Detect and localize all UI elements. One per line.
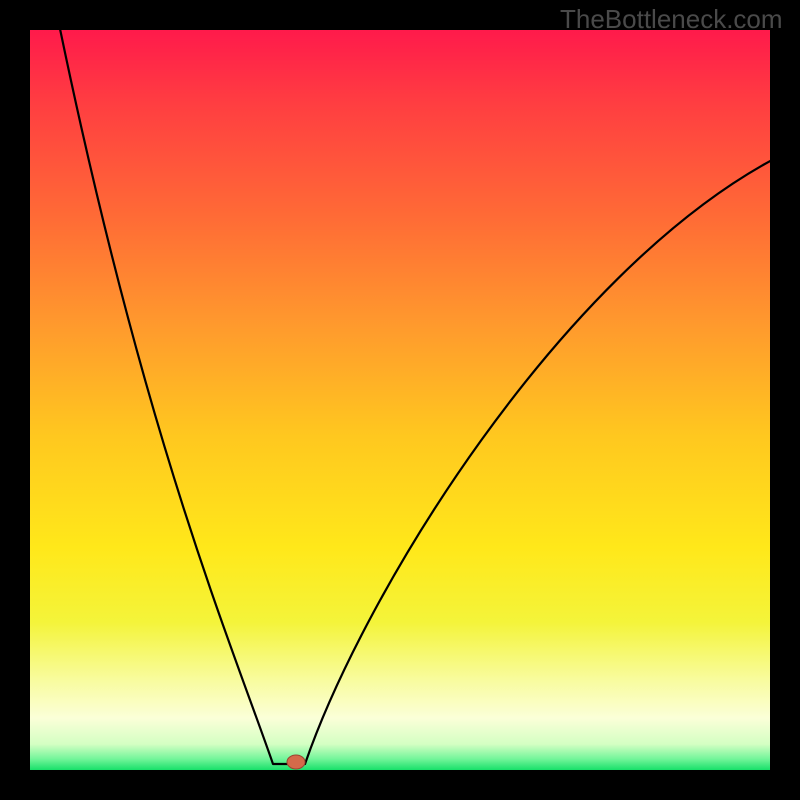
optimal-marker (287, 755, 305, 769)
chart-svg (30, 30, 770, 770)
watermark-text: TheBottleneck.com (560, 4, 783, 35)
plot-area (30, 30, 770, 770)
bottleneck-curve (59, 30, 770, 764)
